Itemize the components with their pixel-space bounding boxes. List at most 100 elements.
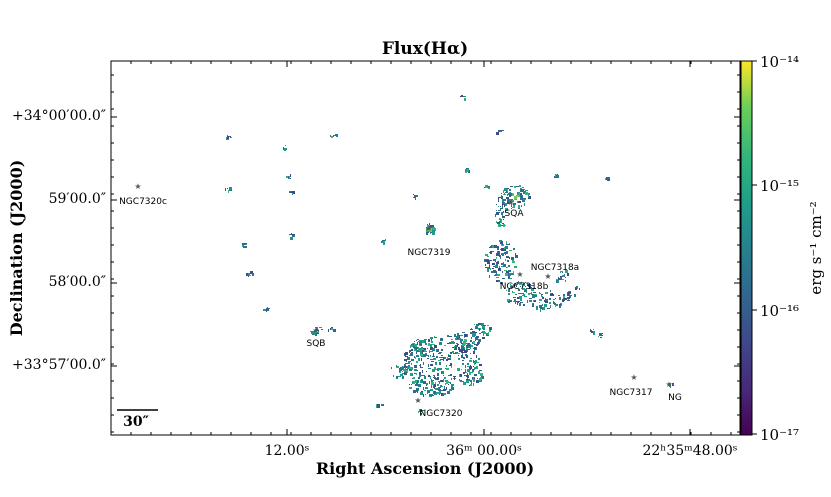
flux-pixel xyxy=(508,274,509,277)
flux-pixel xyxy=(438,360,441,361)
flux-pixel xyxy=(411,352,413,353)
flux-pixel xyxy=(504,247,505,250)
galaxy-star-marker: ★ xyxy=(630,373,637,382)
galaxy-label: NGC7319 xyxy=(408,248,451,258)
flux-pixel xyxy=(512,194,514,195)
flux-pixel xyxy=(517,297,519,299)
flux-pixel xyxy=(590,330,592,331)
flux-pixel xyxy=(505,210,506,213)
flux-pixel xyxy=(556,280,557,283)
flux-pixel xyxy=(559,304,561,305)
flux-pixel xyxy=(487,262,490,264)
flux-pixel xyxy=(517,302,518,305)
flux-pixel xyxy=(564,276,565,277)
flux-pixel xyxy=(430,389,433,391)
flux-pixel xyxy=(510,186,513,187)
flux-pixel xyxy=(421,391,423,392)
flux-pixel xyxy=(421,342,424,343)
flux-pixel xyxy=(481,332,483,333)
flux-pixel xyxy=(519,282,522,285)
flux-pixel xyxy=(444,386,445,389)
flux-pixel xyxy=(467,373,468,375)
flux-pixel xyxy=(316,332,319,333)
flux-pixel xyxy=(507,189,508,192)
flux-pixel xyxy=(519,185,521,187)
flux-pixel xyxy=(506,256,509,258)
flux-pixel xyxy=(487,325,489,326)
flux-pixel xyxy=(511,273,514,275)
galaxy-star-marker: ★ xyxy=(507,198,514,207)
flux-pixel xyxy=(513,203,516,205)
flux-pixel xyxy=(437,388,440,389)
flux-pixel xyxy=(473,360,474,363)
flux-pixel xyxy=(483,332,486,334)
colorbar-tick-label: 10⁻¹⁵ xyxy=(760,177,799,195)
flux-pixel xyxy=(461,95,463,96)
flux-pixel xyxy=(446,368,449,370)
flux-pixel xyxy=(512,207,515,208)
flux-pixel xyxy=(509,202,510,203)
flux-pixel xyxy=(563,294,565,296)
flux-pixel xyxy=(418,347,419,350)
flux-pixel xyxy=(461,343,463,344)
flux-pixel xyxy=(267,307,268,308)
flux-pixel xyxy=(508,265,510,267)
flux-pixel xyxy=(437,392,440,394)
flux-pixel xyxy=(570,296,571,298)
flux-pixel xyxy=(520,299,522,301)
flux-pixel xyxy=(598,336,599,337)
flux-pixel xyxy=(448,384,449,385)
flux-pixel xyxy=(533,292,536,293)
flux-pixel xyxy=(433,358,436,360)
flux-pixel xyxy=(542,297,544,299)
flux-pixel xyxy=(529,285,531,288)
flux-pixel xyxy=(499,221,501,222)
flux-pixel xyxy=(490,246,492,248)
flux-pixel xyxy=(434,337,437,338)
flux-map xyxy=(225,95,674,415)
flux-pixel xyxy=(429,394,430,396)
flux-pixel xyxy=(513,248,515,250)
flux-pixel xyxy=(524,296,527,297)
flux-pixel xyxy=(475,344,478,345)
flux-pixel xyxy=(492,246,494,248)
flux-pixel xyxy=(531,292,532,295)
galaxy-star-marker: ★ xyxy=(544,272,551,281)
galaxy-label: NGC7320c xyxy=(119,197,167,207)
flux-pixel xyxy=(521,205,522,207)
flux-pixel xyxy=(430,364,433,366)
flux-pixel xyxy=(520,302,523,303)
flux-pixel xyxy=(289,234,292,235)
flux-pixel xyxy=(496,246,499,248)
flux-pixel xyxy=(404,372,407,375)
flux-pixel xyxy=(477,342,479,345)
flux-pixel xyxy=(422,370,423,373)
flux-pixel xyxy=(398,376,401,377)
flux-pixel xyxy=(496,221,497,223)
galaxy-label: NGC7317 xyxy=(610,388,653,398)
flux-pixel xyxy=(449,389,452,391)
flux-pixel xyxy=(431,379,432,382)
flux-pixel xyxy=(405,371,406,372)
flux-pixel xyxy=(497,248,499,250)
flux-pixel xyxy=(503,264,506,267)
flux-pixel xyxy=(466,168,469,169)
flux-pixel xyxy=(501,193,502,194)
flux-pixel xyxy=(496,132,499,135)
flux-pixel xyxy=(426,229,429,232)
flux-pixel xyxy=(496,263,498,266)
flux-pixel xyxy=(427,225,430,227)
flux-pixel xyxy=(449,375,450,376)
flux-pixel xyxy=(506,290,507,291)
flux-pixel xyxy=(410,345,413,347)
flux-pixel xyxy=(499,219,502,220)
flux-pixel xyxy=(428,231,429,232)
flux-pixel xyxy=(316,329,318,331)
flux-pixel xyxy=(443,393,446,395)
flux-pixel xyxy=(246,273,248,276)
flux-pixel xyxy=(478,339,481,342)
flux-pixel xyxy=(478,380,479,381)
flux-pixel xyxy=(432,232,435,235)
flux-pixel xyxy=(416,380,419,383)
flux-pixel xyxy=(500,206,501,207)
